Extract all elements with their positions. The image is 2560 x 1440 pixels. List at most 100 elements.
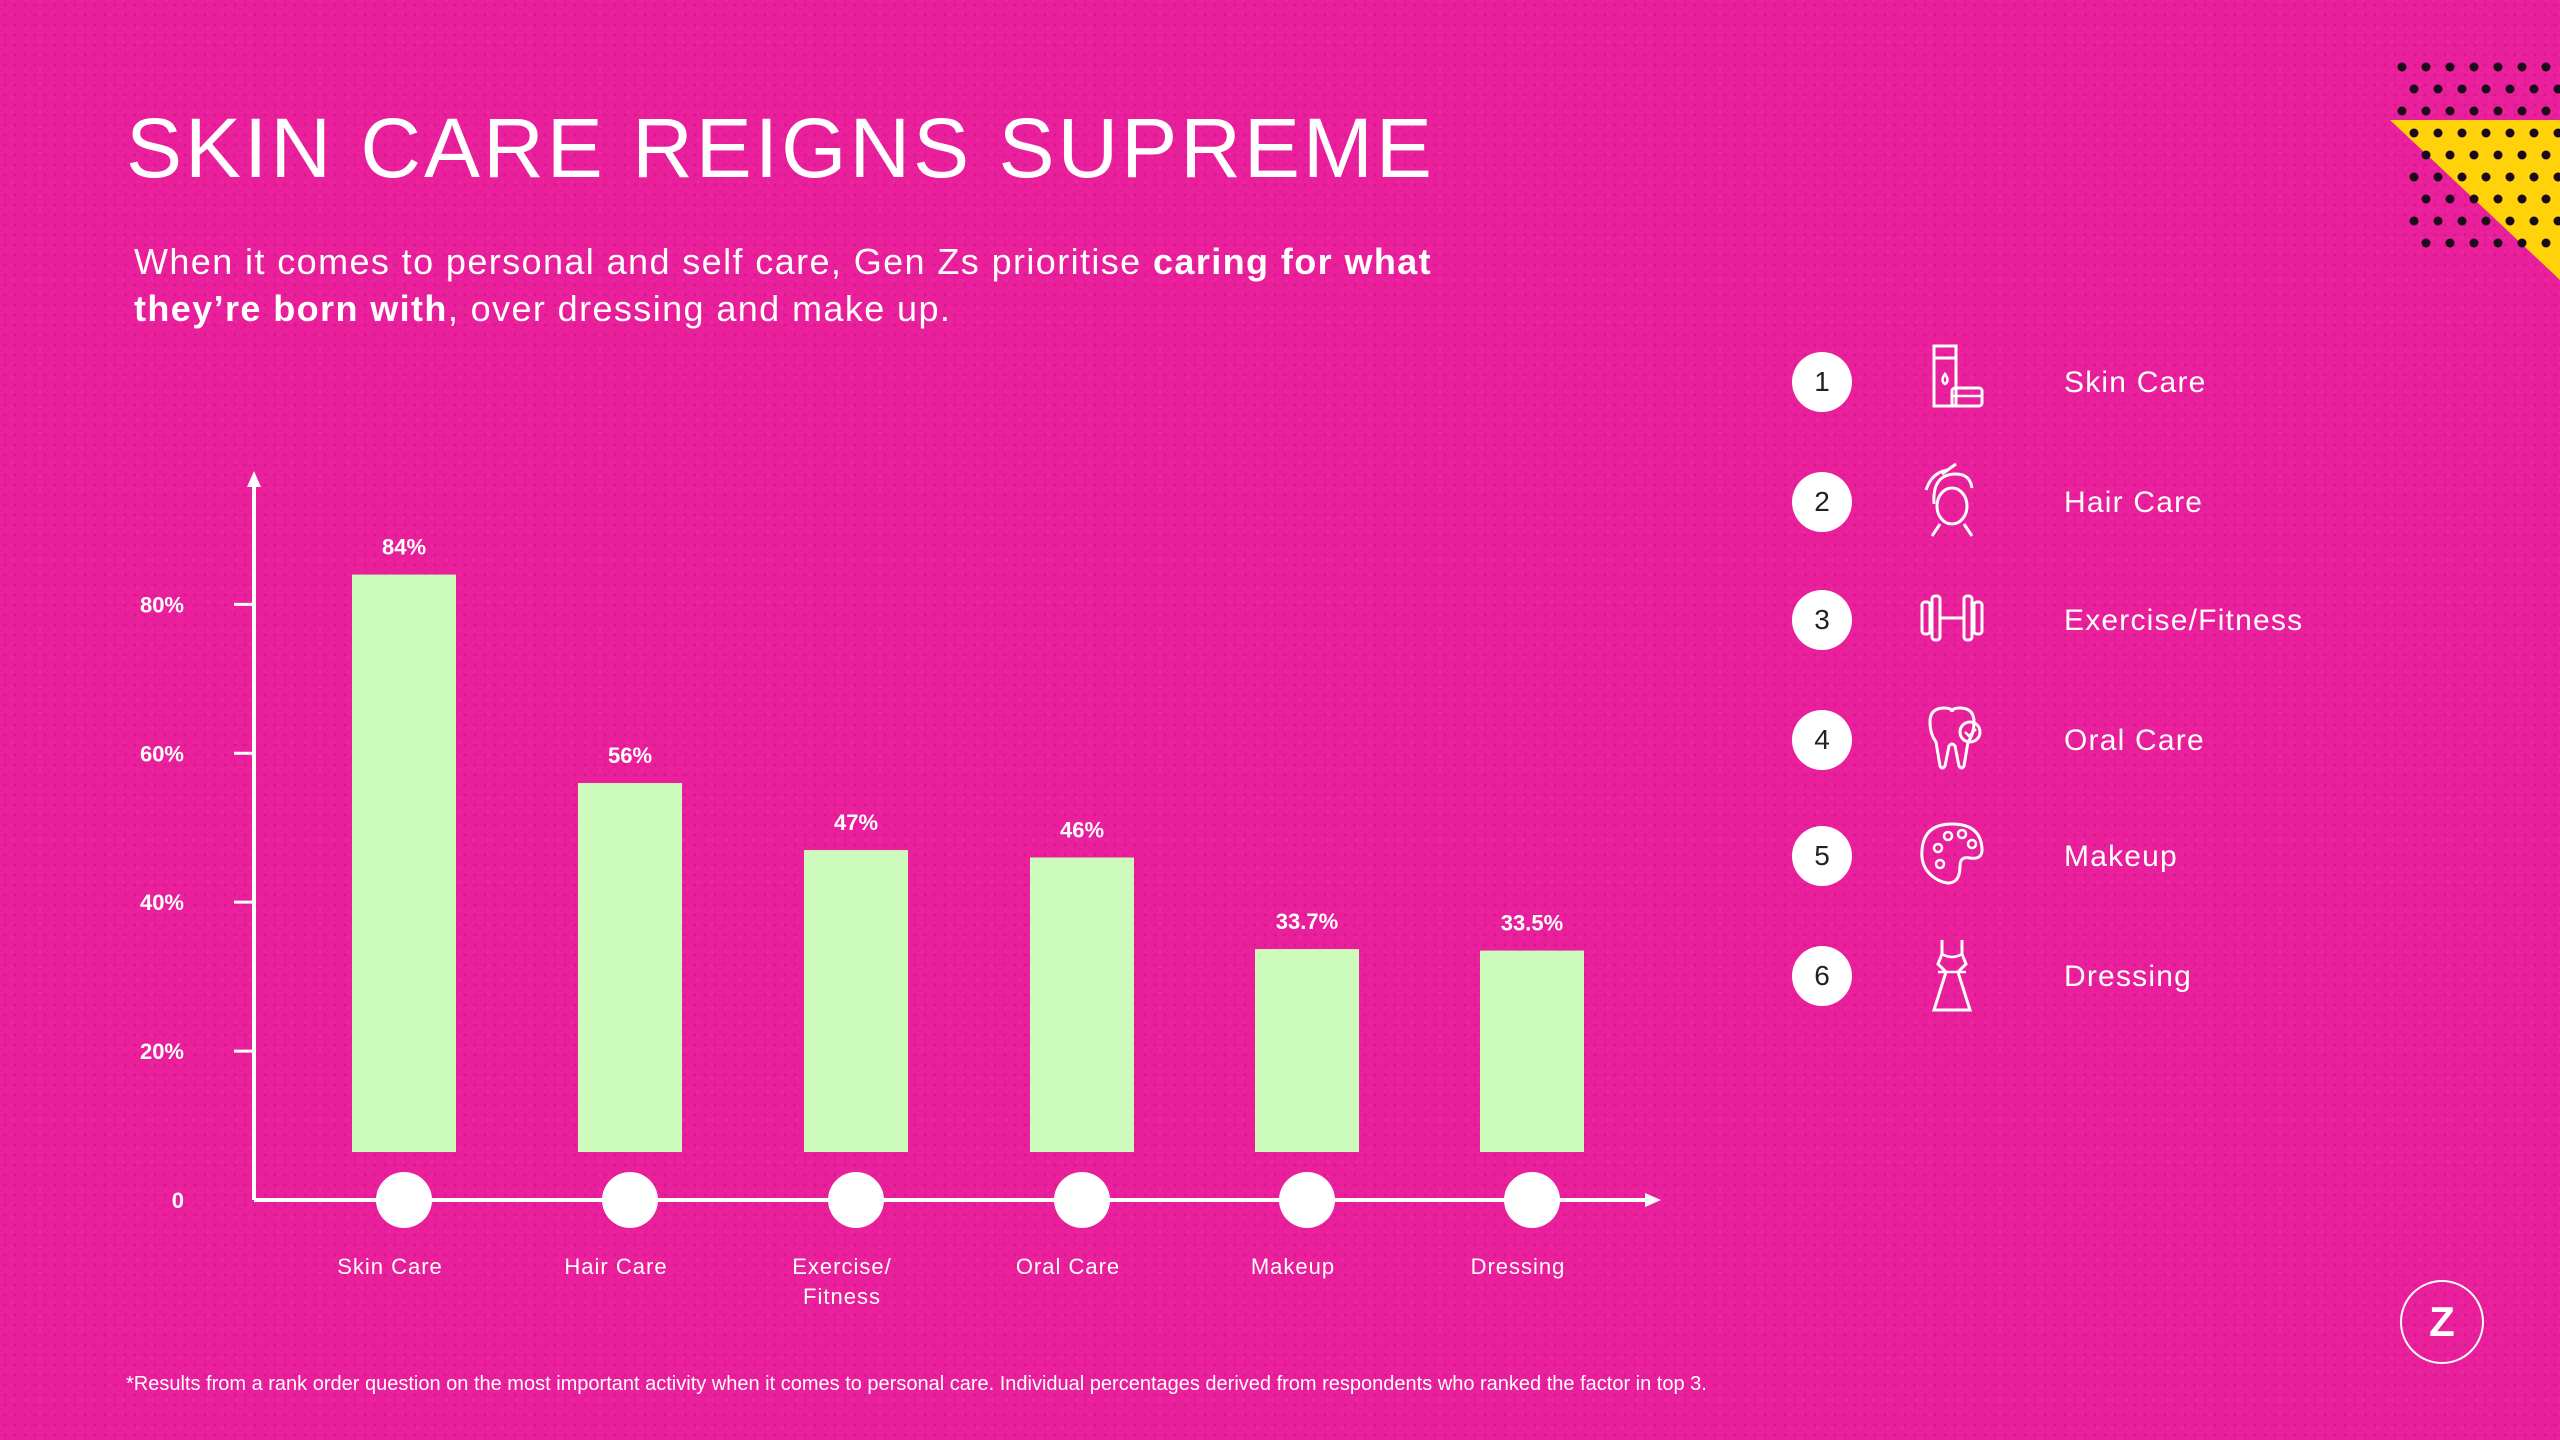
corner-dot <box>2541 62 2551 72</box>
corner-dot <box>2505 84 2515 94</box>
page-title: SKIN CARE REIGNS SUPREME <box>126 101 1435 195</box>
corner-dot <box>2421 238 2431 248</box>
x-axis-marker <box>1504 1172 1560 1228</box>
corner-dot <box>2409 216 2419 226</box>
corner-dot <box>2445 62 2455 72</box>
x-tick-label: Oral Care <box>1016 1254 1120 1279</box>
bar <box>1255 949 1359 1152</box>
bar-data-label: 56% <box>608 743 652 768</box>
x-tick-label-line: Exercise/ <box>792 1254 891 1279</box>
corner-dot <box>2505 172 2515 182</box>
corner-dot <box>2445 238 2455 248</box>
rank-badge: 2 <box>1792 472 1852 532</box>
rank-badge: 1 <box>1792 352 1852 412</box>
corner-dot <box>2433 216 2443 226</box>
corner-dot <box>2529 128 2539 138</box>
corner-dot <box>2457 128 2467 138</box>
corner-dot <box>2553 172 2560 182</box>
corner-dot <box>2517 62 2527 72</box>
corner-dot <box>2493 150 2503 160</box>
x-axis-marker <box>1054 1172 1110 1228</box>
bar-chart: 0 20% 40% 60% 80% 84% Skin Care 56% Hair Care 47%… <box>140 471 1661 1309</box>
corner-dot <box>2421 194 2431 204</box>
corner-dot <box>2553 216 2560 226</box>
corner-dot <box>2457 172 2467 182</box>
corner-dot <box>2469 150 2479 160</box>
x-tick-label-line: Fitness <box>803 1284 881 1309</box>
bar <box>352 574 456 1152</box>
palette-icon <box>1920 822 1984 885</box>
corner-dot <box>2481 84 2491 94</box>
legend-label: Hair Care <box>2064 486 2204 519</box>
corner-dot <box>2445 194 2455 204</box>
page-subtitle: When it comes to personal and self care,… <box>134 238 1554 332</box>
bar <box>804 850 908 1152</box>
bar <box>1480 950 1584 1152</box>
subtitle-text-end: , over dressing and make up. <box>447 288 952 329</box>
corner-dot <box>2517 194 2527 204</box>
corner-dot <box>2445 150 2455 160</box>
x-tick-label-line: Hair Care <box>564 1254 667 1279</box>
y-tick-label: 20% <box>140 1039 184 1064</box>
legend-label: Exercise/Fitness <box>2064 604 2304 637</box>
tooth-icon <box>1928 706 1982 770</box>
corner-dot <box>2541 194 2551 204</box>
corner-dot <box>2505 128 2515 138</box>
corner-dot <box>2541 106 2551 116</box>
x-tick-label-line: Skin Care <box>337 1254 443 1279</box>
corner-dot <box>2529 216 2539 226</box>
corner-dot <box>2517 106 2527 116</box>
y-axis-arrow <box>247 471 261 487</box>
legend-label: Oral Care <box>2064 724 2205 757</box>
corner-dot <box>2541 238 2551 248</box>
corner-dot <box>2445 106 2455 116</box>
corner-dot <box>2517 150 2527 160</box>
rank-badge: 6 <box>1792 946 1852 1006</box>
legend-label: Dressing <box>2064 960 2192 993</box>
y-tick-label: 60% <box>140 741 184 766</box>
corner-dot <box>2469 238 2479 248</box>
corner-dot <box>2553 128 2560 138</box>
corner-dot <box>2553 84 2560 94</box>
bar <box>1030 857 1134 1152</box>
corner-dot <box>2409 84 2419 94</box>
x-axis-arrow <box>1645 1193 1661 1207</box>
legend-label: Skin Care <box>2064 366 2207 399</box>
bar-data-label: 33.5% <box>1501 911 1563 936</box>
corner-dot <box>2421 62 2431 72</box>
bar-data-label: 46% <box>1060 818 1104 843</box>
x-axis-marker <box>376 1172 432 1228</box>
corner-dot <box>2481 128 2491 138</box>
x-tick-label-line: Oral Care <box>1016 1254 1120 1279</box>
corner-dot <box>2529 84 2539 94</box>
corner-dot <box>2409 172 2419 182</box>
subtitle-emphasis: caring for what they’re born with <box>134 241 1433 329</box>
y-tick-label: 0 <box>172 1188 184 1213</box>
corner-dot <box>2469 62 2479 72</box>
x-axis-marker <box>828 1172 884 1228</box>
x-tick-label-line: Makeup <box>1251 1254 1335 1279</box>
corner-dot <box>2409 128 2419 138</box>
corner-decoration <box>2390 62 2560 280</box>
x-axis-marker <box>1279 1172 1335 1228</box>
corner-dot <box>2493 194 2503 204</box>
y-tick-label: 80% <box>140 592 184 617</box>
corner-dot <box>2397 62 2407 72</box>
x-tick-label: Hair Care <box>564 1254 667 1279</box>
corner-dot <box>2493 238 2503 248</box>
footnote: *Results from a rank order question on t… <box>126 1373 1707 1395</box>
rank-badge: 5 <box>1792 826 1852 886</box>
x-tick-label: Exercise/Fitness <box>792 1254 891 1309</box>
corner-dot <box>2481 172 2491 182</box>
bar-data-label: 33.7% <box>1276 909 1338 934</box>
corner-dot <box>2421 106 2431 116</box>
legend-label: Makeup <box>2064 840 2178 873</box>
corner-dot <box>2505 216 2515 226</box>
hair-brush-icon <box>1924 462 1974 537</box>
rank-badge: 3 <box>1792 590 1852 650</box>
corner-dot <box>2397 106 2407 116</box>
x-tick-label: Makeup <box>1251 1254 1335 1279</box>
lotion-icon <box>1932 344 1984 408</box>
corner-dot <box>2469 194 2479 204</box>
y-tick-label: 40% <box>140 890 184 915</box>
